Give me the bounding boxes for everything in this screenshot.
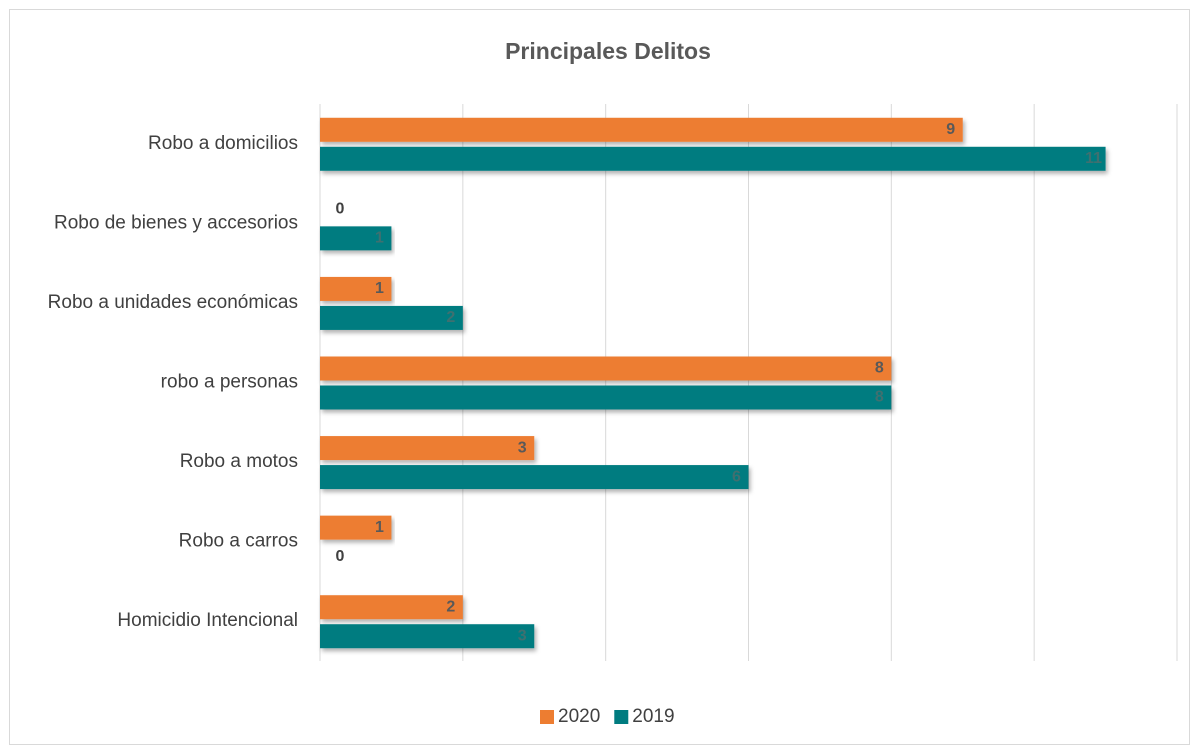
bar (320, 226, 392, 251)
data-label: 2 (446, 598, 455, 615)
data-label: 3 (518, 627, 527, 644)
data-label: 2 (446, 309, 455, 326)
data-label: 8 (875, 360, 884, 377)
y-tick-label: Robo a unidades económicas (48, 292, 298, 313)
y-tick-label: robo a personas (161, 372, 298, 393)
bar (320, 515, 392, 540)
bar (320, 305, 463, 330)
bar (320, 595, 463, 620)
data-label: 0 (336, 201, 345, 218)
legend-swatch (540, 710, 554, 724)
data-label: 1 (375, 280, 384, 297)
y-tick-label: Robo a motos (180, 451, 298, 472)
bar (320, 436, 535, 461)
bar (320, 356, 892, 381)
y-tick-label: Homicidio Intencional (117, 610, 298, 631)
y-tick-label: Robo de bienes y accesorios (54, 212, 298, 233)
data-label: 6 (732, 468, 741, 485)
bar (320, 117, 963, 142)
chart-title: Principales Delitos (505, 38, 711, 64)
data-label: 8 (875, 389, 884, 406)
legend-swatch (614, 710, 629, 724)
legend-label: 2020 (558, 706, 600, 727)
data-label: 1 (375, 230, 384, 247)
data-label: 1 (375, 519, 384, 536)
bar (320, 276, 392, 301)
y-tick-label: Robo a domicilios (148, 133, 298, 154)
data-label: 0 (336, 548, 345, 565)
data-label: 11 (1085, 150, 1102, 167)
bar (320, 146, 1106, 171)
y-tick-label: Robo a carros (179, 531, 298, 552)
data-label: 3 (518, 439, 527, 456)
bar (320, 624, 535, 649)
bar (320, 465, 749, 490)
legend-label: 2019 (632, 706, 674, 727)
data-label: 9 (946, 121, 955, 138)
bar (320, 385, 892, 410)
